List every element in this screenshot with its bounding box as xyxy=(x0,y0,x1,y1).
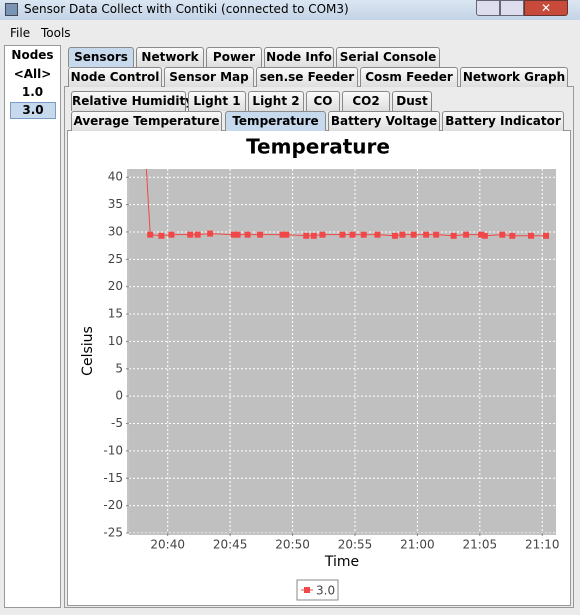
maximize-button[interactable] xyxy=(500,0,524,16)
tab[interactable]: Battery Indicator xyxy=(442,111,564,131)
point-marker xyxy=(168,231,175,238)
point-marker xyxy=(399,231,406,238)
nodes-panel: Nodes <All> 1.0 3.0 xyxy=(4,45,61,608)
y-tick-label: 30 xyxy=(108,224,123,238)
tab[interactable]: Relative Humidity xyxy=(71,91,193,111)
tab[interactable]: Sensors xyxy=(68,47,134,67)
y-tick-label: -5 xyxy=(111,416,123,430)
plot-clip xyxy=(142,147,550,239)
point-marker xyxy=(509,232,516,239)
point-marker xyxy=(543,232,550,239)
point-marker xyxy=(319,231,326,238)
y-tick-label: 5 xyxy=(115,361,123,375)
tab[interactable]: Node Control xyxy=(68,67,162,87)
y-tick-label: -10 xyxy=(103,443,123,457)
point-marker xyxy=(349,231,356,238)
legend xyxy=(296,579,339,601)
point-marker xyxy=(244,231,251,238)
x-tick-label: 21:05 xyxy=(463,538,498,552)
y-tick-label: 15 xyxy=(108,307,123,321)
plot-area xyxy=(129,169,556,533)
tab[interactable]: Cosm Feeder xyxy=(360,67,458,87)
point-marker xyxy=(283,231,290,238)
point-marker xyxy=(142,147,148,153)
node-item[interactable]: 1.0 xyxy=(21,85,44,99)
y-tick-label: 40 xyxy=(108,170,123,184)
tab[interactable]: Average Temperature xyxy=(71,111,222,131)
tab[interactable]: CO2 xyxy=(342,91,390,111)
tab[interactable]: Dust xyxy=(392,91,432,111)
point-marker xyxy=(147,231,154,238)
tab[interactable]: Light 2 xyxy=(248,91,304,111)
tab[interactable]: Network Graph xyxy=(460,67,568,87)
point-marker xyxy=(528,232,535,239)
y-tick-label: -20 xyxy=(103,498,123,512)
point-marker xyxy=(463,231,470,238)
y-tick-label: 25 xyxy=(108,252,123,266)
tab[interactable]: Light 1 xyxy=(188,91,246,111)
menu-file[interactable]: File xyxy=(10,26,31,40)
legend-label: 3.0 xyxy=(316,584,335,598)
tab[interactable]: Sensor Map xyxy=(164,67,254,87)
point-marker xyxy=(257,231,264,238)
point-marker xyxy=(450,232,457,239)
y-tick-label: 20 xyxy=(108,279,123,293)
point-marker xyxy=(339,231,346,238)
y-tick-label: 10 xyxy=(108,334,123,348)
point-marker xyxy=(391,232,398,239)
tab[interactable]: Serial Console xyxy=(336,47,440,67)
chart-title: Temperature xyxy=(246,135,390,159)
point-marker xyxy=(481,232,488,239)
tab[interactable]: CO xyxy=(306,91,340,111)
point-marker xyxy=(423,231,430,238)
point-marker xyxy=(303,232,310,239)
x-axis-label: Time xyxy=(324,554,359,570)
x-tick-label: 20:45 xyxy=(213,538,248,552)
y-axis-label: Celsius xyxy=(80,326,96,376)
tab[interactable]: Temperature xyxy=(225,111,326,131)
app-icon xyxy=(5,3,18,16)
point-marker xyxy=(499,231,506,238)
nodes-header: Nodes xyxy=(11,48,54,62)
point-marker xyxy=(194,231,201,238)
node-item[interactable]: 3.0 xyxy=(10,102,56,119)
point-marker xyxy=(207,230,214,237)
y-tick-label: 35 xyxy=(108,197,123,211)
tab[interactable]: Power xyxy=(206,47,262,67)
x-tick-label: 20:40 xyxy=(150,538,185,552)
minimize-button[interactable] xyxy=(476,0,500,16)
y-tick-label: -15 xyxy=(103,471,123,485)
menu-tools[interactable]: Tools xyxy=(41,26,71,40)
legend-marker xyxy=(304,587,310,593)
title-bar: Sensor Data Collect with Contiki (connec… xyxy=(0,0,580,20)
tab[interactable]: Node Info xyxy=(264,47,334,67)
point-marker xyxy=(279,231,286,238)
tab[interactable]: sen.se Feeder xyxy=(256,67,358,87)
x-tick-label: 21:00 xyxy=(400,538,435,552)
y-tick-label: 0 xyxy=(115,389,123,403)
chart: Temperature Celsius Time -25 -20 -15 -10 -5 0… xyxy=(80,135,560,601)
point-marker xyxy=(187,231,194,238)
window-title: Sensor Data Collect with Contiki (connec… xyxy=(24,2,349,16)
point-marker xyxy=(360,231,367,238)
point-marker xyxy=(410,231,417,238)
point-marker xyxy=(374,231,381,238)
tab[interactable]: Network xyxy=(136,47,204,67)
close-button[interactable]: ✕ xyxy=(524,0,568,16)
point-marker xyxy=(230,231,237,238)
point-marker xyxy=(478,231,485,238)
point-marker xyxy=(234,231,241,238)
y-tick-label: -25 xyxy=(103,526,123,540)
x-tick-label: 20:50 xyxy=(275,538,310,552)
node-item[interactable]: <All> xyxy=(13,67,52,81)
x-tick-label: 21:10 xyxy=(525,538,560,552)
point-marker xyxy=(433,231,440,238)
point-marker xyxy=(158,232,165,239)
point-marker xyxy=(310,232,317,239)
tab[interactable]: Battery Voltage xyxy=(328,111,440,131)
x-tick-label: 20:55 xyxy=(338,538,373,552)
